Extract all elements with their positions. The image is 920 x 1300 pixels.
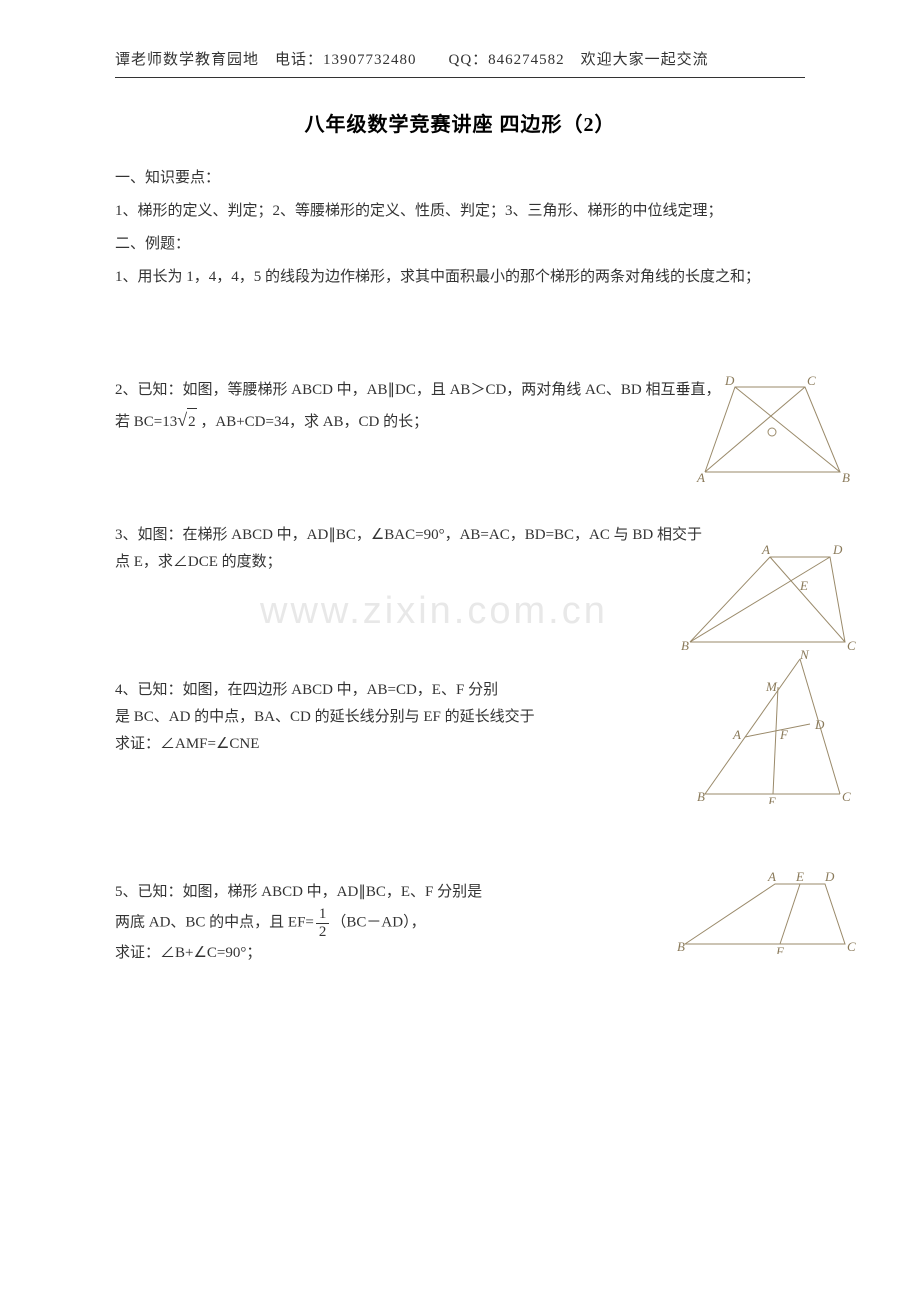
figure-2: A B C D: [685, 372, 855, 497]
problem-5: 5、已知：如图，梯形 ABCD 中，AD∥BC，E、F 分别是 两底 AD、BC…: [115, 879, 805, 967]
fig4-label-D: D: [814, 717, 825, 732]
problem-5-b1: 两底 AD、BC 的中点，且 EF=: [115, 915, 314, 931]
section-1-heading: 一、知识要点：: [115, 165, 805, 192]
fig4-label-B: B: [697, 789, 705, 804]
fig2-label-B: B: [842, 470, 850, 485]
header-text: 谭老师数学教育园地 电话：13907732480 QQ：846274582 欢迎…: [115, 48, 805, 78]
problem-2-b1: 若 BC=13: [115, 414, 177, 430]
fig2-label-C: C: [807, 373, 816, 388]
fig5-label-C: C: [847, 939, 856, 954]
problem-2: 2、已知：如图，等腰梯形 ABCD 中，AB∥DC，且 AB＞CD，两对角线 A…: [115, 377, 805, 436]
fig5-label-B: B: [677, 939, 685, 954]
page-content: 谭老师数学教育园地 电话：13907732480 QQ：846274582 欢迎…: [0, 0, 920, 1021]
fig4-label-C: C: [842, 789, 851, 804]
fig4-label-M: M: [765, 679, 778, 694]
problem-1-text: 1、用长为 1，4，4，5 的线段为边作梯形，求其中面积最小的那个梯形的两条对角…: [115, 264, 805, 291]
body-text: 一、知识要点： 1、梯形的定义、判定；2、等腰梯形的定义、性质、判定；3、三角形…: [115, 165, 805, 967]
fig4-label-F: F: [779, 727, 789, 742]
fig5-label-A: A: [767, 869, 776, 884]
fig5-label-E: E: [795, 869, 804, 884]
sqrt-symbol: √2: [177, 404, 196, 436]
section-2-heading: 二、例题：: [115, 231, 805, 258]
fig2-label-A: A: [696, 470, 705, 485]
page-title: 八年级数学竞赛讲座 四边形（2）: [115, 108, 805, 137]
sqrt-value: 2: [187, 408, 197, 436]
problem-5-b3: （BC－AD），: [331, 915, 425, 931]
fig3-label-A: A: [761, 542, 770, 557]
figure-4: N M A D F B E C: [685, 649, 855, 814]
problem-4: 4、已知：如图，在四边形 ABCD 中，AB=CD，E、F 分别 是 BC、AD…: [115, 677, 805, 758]
fig2-label-D: D: [724, 373, 735, 388]
fig3-label-E: E: [799, 578, 808, 593]
fraction-num: 1: [316, 906, 330, 924]
fig4-label-E: E: [767, 794, 776, 804]
problem-1: 1、用长为 1，4，4，5 的线段为边作梯形，求其中面积最小的那个梯形的两条对角…: [115, 264, 805, 291]
fig3-label-D: D: [832, 542, 843, 557]
fig5-label-F: F: [775, 944, 785, 954]
problem-3: 3、如图：在梯形 ABCD 中，AD∥BC，∠BAC=90°，AB=AC，BD=…: [115, 522, 805, 576]
fig4-label-A: A: [732, 727, 741, 742]
section-1-body: 1、梯形的定义、判定；2、等腰梯形的定义、性质、判定；3、三角形、梯形的中位线定…: [115, 198, 805, 225]
figure-3: A B C D E: [675, 542, 860, 662]
fraction-den: 2: [316, 924, 330, 941]
fig5-label-D: D: [824, 869, 835, 884]
problem-2-b3: ，AB+CD=34，求 AB，CD 的长；: [197, 414, 429, 430]
figure-5: A E D B F C: [670, 869, 860, 964]
fraction: 12: [316, 906, 330, 940]
fig4-label-N: N: [799, 649, 810, 662]
